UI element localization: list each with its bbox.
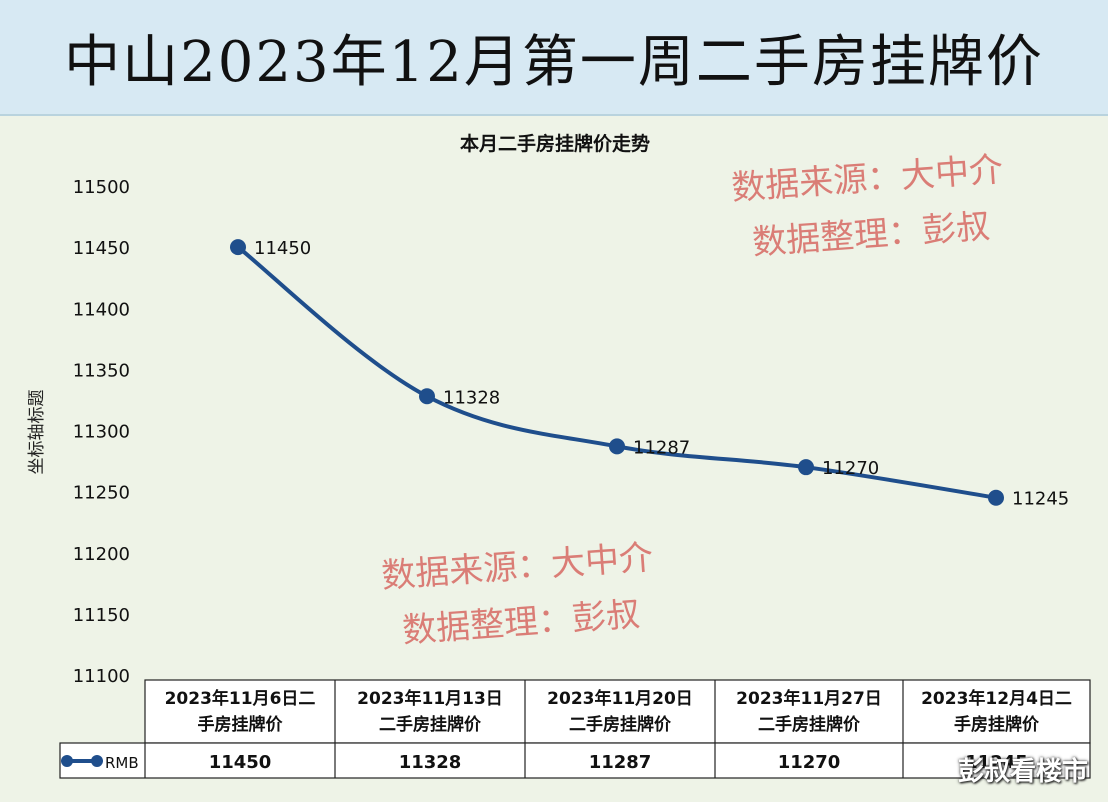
x-category-label: 2023年11月20日二手房挂牌价 xyxy=(547,688,693,735)
watermark-line: 数据整理：彭叔 xyxy=(751,207,991,264)
watermark-line: 数据来源：大中介 xyxy=(730,150,1004,209)
page-title: 中山2023年12月第一周二手房挂牌价 xyxy=(64,29,1044,95)
chart: 11100 11150 11200 11250 11300 11350 11400 11450… xyxy=(27,132,1091,779)
x-category-line: 2023年11月13日 xyxy=(357,688,503,709)
series-line xyxy=(236,245,997,500)
data-label: 11270 xyxy=(822,458,879,479)
watermark-line: 数据整理：彭叔 xyxy=(401,595,641,652)
y-tick-label: 11100 xyxy=(73,666,130,687)
table-value: 11270 xyxy=(778,752,841,773)
x-category-line: 二手房挂牌价 xyxy=(379,714,482,735)
table-value: 11328 xyxy=(399,752,462,773)
x-category-label: 2023年11月13日二手房挂牌价 xyxy=(357,688,503,735)
data-label: 11328 xyxy=(443,387,500,408)
chart-title: 本月二手房挂牌价走势 xyxy=(460,132,650,155)
data-label: 11287 xyxy=(633,437,690,458)
data-point xyxy=(988,489,1004,506)
legend-label: RMB xyxy=(105,754,139,772)
title-banner: 中山2023年12月第一周二手房挂牌价 xyxy=(0,0,1108,116)
y-tick-label: 11150 xyxy=(73,605,130,626)
data-label: 11245 xyxy=(1012,489,1069,510)
y-tick-label: 11200 xyxy=(73,544,130,565)
x-category-line: 二手房挂牌价 xyxy=(758,714,861,735)
table-value-row xyxy=(59,742,1091,779)
data-point xyxy=(419,388,435,405)
x-category-line: 手房挂牌价 xyxy=(954,714,1040,735)
y-tick-label: 11450 xyxy=(73,238,130,259)
y-tick-label: 11350 xyxy=(73,360,130,381)
y-tick-label: 11400 xyxy=(73,299,130,320)
data-point xyxy=(798,459,814,476)
x-category-line: 2023年12月4日二 xyxy=(921,688,1072,709)
table-header-row xyxy=(144,679,1091,744)
x-category-line: 二手房挂牌价 xyxy=(569,714,672,735)
table-value: 11245 xyxy=(965,752,1028,773)
x-category-line: 2023年11月6日二 xyxy=(165,688,316,709)
watermark-line: 数据来源：大中介 xyxy=(380,538,654,597)
x-category-line: 2023年11月27日 xyxy=(736,688,882,709)
x-category-label: 2023年12月4日二手房挂牌价 xyxy=(921,688,1072,735)
data-label: 11450 xyxy=(254,238,311,259)
table-value: 11450 xyxy=(209,752,272,773)
data-point xyxy=(230,239,246,256)
x-category-label: 2023年11月6日二手房挂牌价 xyxy=(165,688,316,735)
x-category-line: 2023年11月20日 xyxy=(547,688,693,709)
table-value: 11287 xyxy=(589,752,652,773)
y-tick-label: 11250 xyxy=(73,483,130,504)
legend-marker xyxy=(61,755,73,767)
legend-marker xyxy=(91,755,103,767)
data-point xyxy=(609,438,625,455)
brand-watermark: 彭叔看楼市 xyxy=(957,757,1088,787)
x-category-label: 2023年11月27日二手房挂牌价 xyxy=(736,688,882,735)
y-tick-label: 11300 xyxy=(73,422,130,443)
x-category-line: 手房挂牌价 xyxy=(198,714,284,735)
y-axis-label: 坐标轴标题 xyxy=(27,390,47,475)
y-tick-label: 11500 xyxy=(73,177,130,198)
